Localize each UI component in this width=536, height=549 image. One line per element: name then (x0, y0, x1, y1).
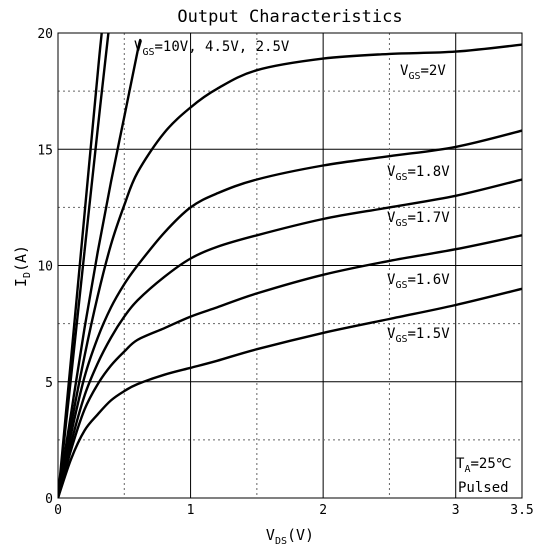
y-axis-label: ID(A) (12, 245, 33, 287)
chart-title: Output Characteristics (177, 7, 402, 27)
x-tick-label: 0 (54, 503, 62, 518)
x-tick-label: 3 (452, 503, 460, 518)
curves (58, 33, 522, 498)
series-line-5 (58, 129, 522, 498)
y-tick-label: 15 (37, 143, 53, 158)
x-tick-label: 1 (187, 503, 195, 518)
curve-label-6: VGS=1.5V (387, 326, 450, 345)
curve-label-8: Pulsed (458, 480, 509, 496)
curve-label-7: TA=25℃ (456, 456, 511, 475)
grid (58, 33, 522, 498)
curve-labels: VGS=10V, 4.5V, 2.5V VGS=2V VGS=1.8V VGS=1.7… (134, 39, 511, 496)
curve-label-1: VGS=10V, 4.5V, 2.5V (134, 39, 290, 58)
series-line-8 (58, 287, 522, 498)
y-tick-label: 10 (37, 260, 53, 275)
series-line-6 (58, 178, 522, 498)
x-tick-label: 2 (319, 503, 327, 518)
y-tick-label: 0 (45, 492, 53, 507)
series-line-2 (58, 33, 110, 498)
series-line-7 (58, 234, 522, 498)
curve-label-3: VGS=1.8V (387, 164, 450, 183)
x-axis-label: VDS(V) (266, 526, 314, 547)
x-tick-label: 3.5 (510, 503, 533, 518)
series-line-3 (58, 38, 142, 498)
y-tick-label: 5 (45, 376, 53, 391)
plot-frame (57, 32, 523, 499)
curve-label-4: VGS=1.7V (387, 210, 450, 229)
tick-labels: 0 1 2 3 3.5 0 5 10 15 20 (37, 27, 533, 518)
y-tick-label: 20 (37, 27, 53, 42)
curve-label-5: VGS=1.6V (387, 272, 450, 291)
series-line-4 (58, 43, 522, 498)
curve-label-2: VGS=2V (400, 63, 446, 82)
